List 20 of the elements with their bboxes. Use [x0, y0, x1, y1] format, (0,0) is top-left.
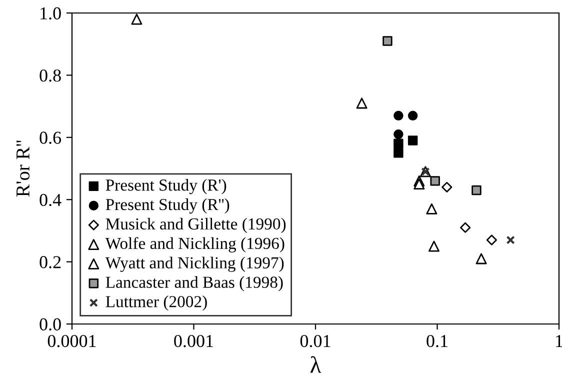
- x-tick-label: 1: [556, 335, 562, 347]
- y-tick-label: 0.0: [40, 318, 61, 331]
- legend-label: Luttmer (2002): [106, 296, 207, 311]
- legend-label: Wolfe and Nickling (1996): [105, 237, 284, 252]
- legend-label: Present Study (R'): [106, 179, 226, 194]
- legend-label: Present Study (R''): [106, 198, 230, 214]
- x-tick-label: 0.1: [426, 334, 448, 348]
- x-tick-label: 0.001: [174, 334, 213, 348]
- y-tick-label: 0.8: [40, 69, 61, 82]
- x-tick-label: 0.0001: [48, 334, 96, 348]
- legend-label: Musick and Gillette (1990): [106, 218, 286, 233]
- x-axis-title: λ: [310, 356, 322, 373]
- y-tick-label: 0.2: [40, 256, 61, 268]
- x-tick-label: 0.01: [300, 334, 330, 348]
- y-tick-label: 0.4: [40, 194, 62, 206]
- y-tick-label: 1.0: [40, 7, 61, 20]
- legend-label: Lancaster and Baas (1998): [106, 276, 283, 292]
- y-axis-title: R'or R'': [16, 140, 30, 197]
- legend-label: Wyatt and Nickling (1997): [105, 256, 284, 272]
- y-tick-label: 0.6: [40, 132, 62, 144]
